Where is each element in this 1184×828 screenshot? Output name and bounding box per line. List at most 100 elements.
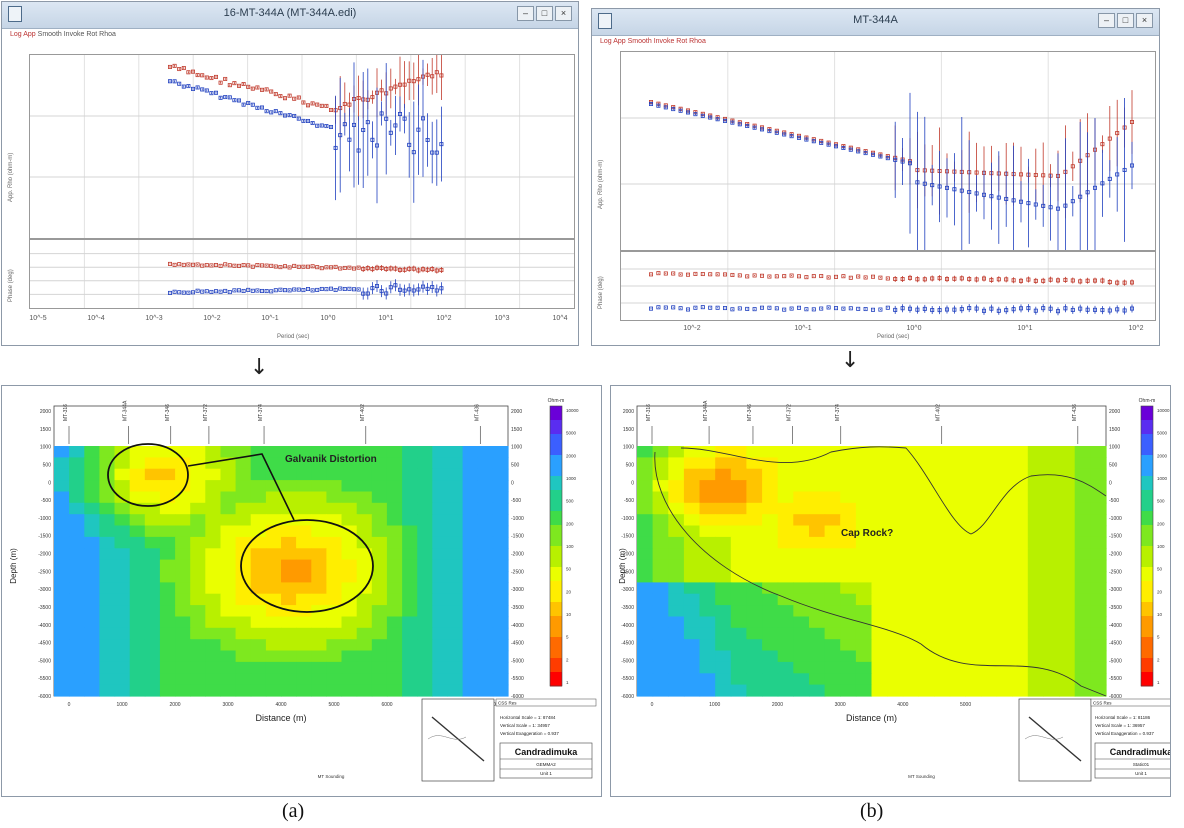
menu-item[interactable]: Log [10, 31, 24, 38]
te-phase-point [1100, 308, 1105, 313]
resistivity-cell [1074, 673, 1091, 686]
tm-phase-point [767, 274, 772, 279]
resistivity-cell [840, 593, 857, 606]
resistivity-cell [949, 684, 966, 697]
minimize-button[interactable]: – [517, 6, 534, 21]
resistivity-cell [175, 661, 191, 674]
resistivity-cell [715, 627, 732, 640]
tm-phase-point [723, 272, 728, 277]
resistivity-cell [652, 593, 669, 606]
resistivity-cell [84, 446, 100, 458]
resistivity-cell [356, 605, 373, 618]
resistivity-cell [265, 491, 282, 504]
resistivity-cell [54, 491, 70, 504]
resistivity-cell [902, 480, 919, 493]
maximize-button[interactable]: □ [1117, 13, 1134, 28]
resistivity-cell [777, 673, 794, 686]
maximize-button[interactable]: □ [536, 6, 553, 21]
menu-item[interactable]: App [23, 31, 38, 38]
te-phase-point [338, 286, 343, 291]
te-phase-point [172, 289, 177, 294]
resistivity-cell [220, 536, 237, 549]
resistivity-cell [1027, 491, 1044, 504]
minimize-button[interactable]: – [1098, 13, 1115, 28]
te-phase-point [425, 286, 430, 291]
resistivity-cell [777, 457, 794, 470]
resistivity-cell [840, 525, 857, 538]
depth-tick-label: -3000 [621, 587, 634, 593]
resistivity-cell [84, 582, 100, 595]
close-button[interactable]: × [555, 6, 572, 21]
resistivity-cell [1043, 684, 1060, 697]
menu-item[interactable]: Smooth [37, 31, 64, 38]
resistivity-cell [683, 548, 701, 561]
phase-plot[interactable] [620, 251, 1156, 321]
depth-tick-label: -3000 [1109, 587, 1122, 593]
menu-item[interactable]: Invoke [63, 31, 87, 38]
te-rho-point [393, 123, 398, 128]
tm-phase-point [656, 271, 661, 276]
resistivity-cell [84, 525, 100, 538]
resistivity-cell [1090, 650, 1107, 663]
resistivity-cell [205, 639, 221, 652]
resistivity-cell [793, 673, 810, 686]
te-rho-point [1107, 176, 1112, 181]
resistivity-cell [809, 457, 826, 470]
resistivity-cell [281, 571, 297, 583]
resistivity-cell [326, 605, 343, 618]
close-button[interactable]: × [1136, 13, 1153, 28]
resistivity-cell [902, 525, 919, 538]
resistivity-cell [918, 468, 935, 481]
legend-color-step [550, 490, 562, 498]
resistivity-cell [311, 559, 327, 572]
tm-rho-point [301, 100, 306, 105]
resistivity-cell [715, 593, 732, 606]
resistivity-cell [159, 548, 176, 561]
resistivity-cell [855, 582, 873, 595]
resistivity-cell [949, 525, 966, 538]
resistivity-cell [1090, 571, 1107, 583]
resistivity-cell [793, 616, 810, 629]
te-phase-point [848, 306, 853, 311]
resistivity-cell [871, 650, 888, 663]
phase-plot[interactable] [29, 239, 575, 309]
resistivity-cell [746, 661, 763, 674]
resistivity-cell [871, 536, 888, 549]
resistivity-cell [902, 582, 919, 595]
depth-tick-label: -5500 [38, 676, 51, 682]
resistivity-cell [477, 605, 494, 618]
resistivity-cell [492, 536, 509, 549]
legend-color-step [1141, 567, 1153, 575]
resistivity-cell [730, 502, 747, 515]
resistivity-cell [417, 480, 433, 493]
resistivity-cell [746, 571, 763, 583]
resistivity-cell [871, 468, 888, 481]
resistivity-cell [918, 491, 935, 504]
legend-value: 5000 [1157, 431, 1168, 436]
resistivity-cell [386, 559, 403, 572]
resistivity-cell [220, 661, 237, 674]
resistivity-cell [652, 502, 669, 515]
resistivity-cell [715, 650, 732, 663]
menu-item[interactable]: Rot [86, 31, 100, 38]
te-rho-point [200, 87, 205, 92]
period-tick-label: 10^3 [495, 315, 510, 322]
apparent-resistivity-plot[interactable] [620, 51, 1156, 251]
resistivity-cell [887, 605, 904, 618]
resistivity-cell [477, 684, 494, 697]
tm-rho-point [328, 107, 333, 112]
apparent-resistivity-plot[interactable] [29, 54, 575, 239]
depth-tick-label: -5500 [511, 676, 524, 682]
te-phase-point [209, 289, 214, 294]
depth-tick-label: -4000 [511, 623, 524, 629]
depth-tick-label: -3000 [38, 587, 51, 593]
resistivity-cell [235, 559, 252, 572]
te-rho-point [384, 116, 389, 121]
resistivity-cell [69, 616, 85, 629]
legend-color-step [550, 644, 562, 652]
depth-tick-label: -5500 [1109, 676, 1122, 682]
resistivity-cell [699, 684, 716, 697]
tm-rho-point [356, 95, 361, 100]
resistivity-cell [144, 559, 161, 572]
menu-item[interactable]: Rhoa [99, 31, 116, 38]
